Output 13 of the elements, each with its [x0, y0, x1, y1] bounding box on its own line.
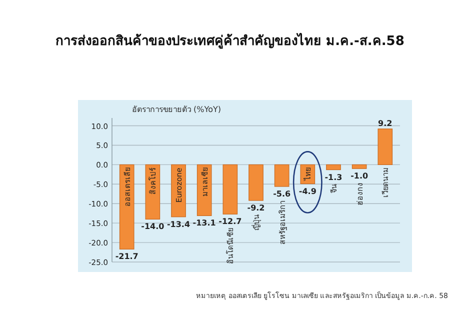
data-label: -13.4 — [166, 220, 190, 229]
data-label: -4.9 — [298, 186, 317, 196]
data-label: -21.7 — [115, 252, 138, 262]
chart-subtitle: อัตราการขยายตัว (%YoY) — [132, 105, 221, 114]
data-label: -9.2 — [247, 204, 265, 213]
data-label: -5.6 — [273, 189, 292, 198]
data-label: -14.0 — [141, 222, 165, 232]
data-label: -12.7 — [218, 217, 242, 226]
data-label: -1.0 — [350, 172, 368, 181]
chart-title: การส่งออกสินค้าของประเทศคู่ค้าสำคัญของไทย ม.ค.-ส.ค.58 — [56, 32, 404, 49]
data-label: -1.3 — [324, 172, 342, 182]
data-label: -13.1 — [192, 218, 216, 228]
data-label: 9.2 — [378, 118, 392, 128]
